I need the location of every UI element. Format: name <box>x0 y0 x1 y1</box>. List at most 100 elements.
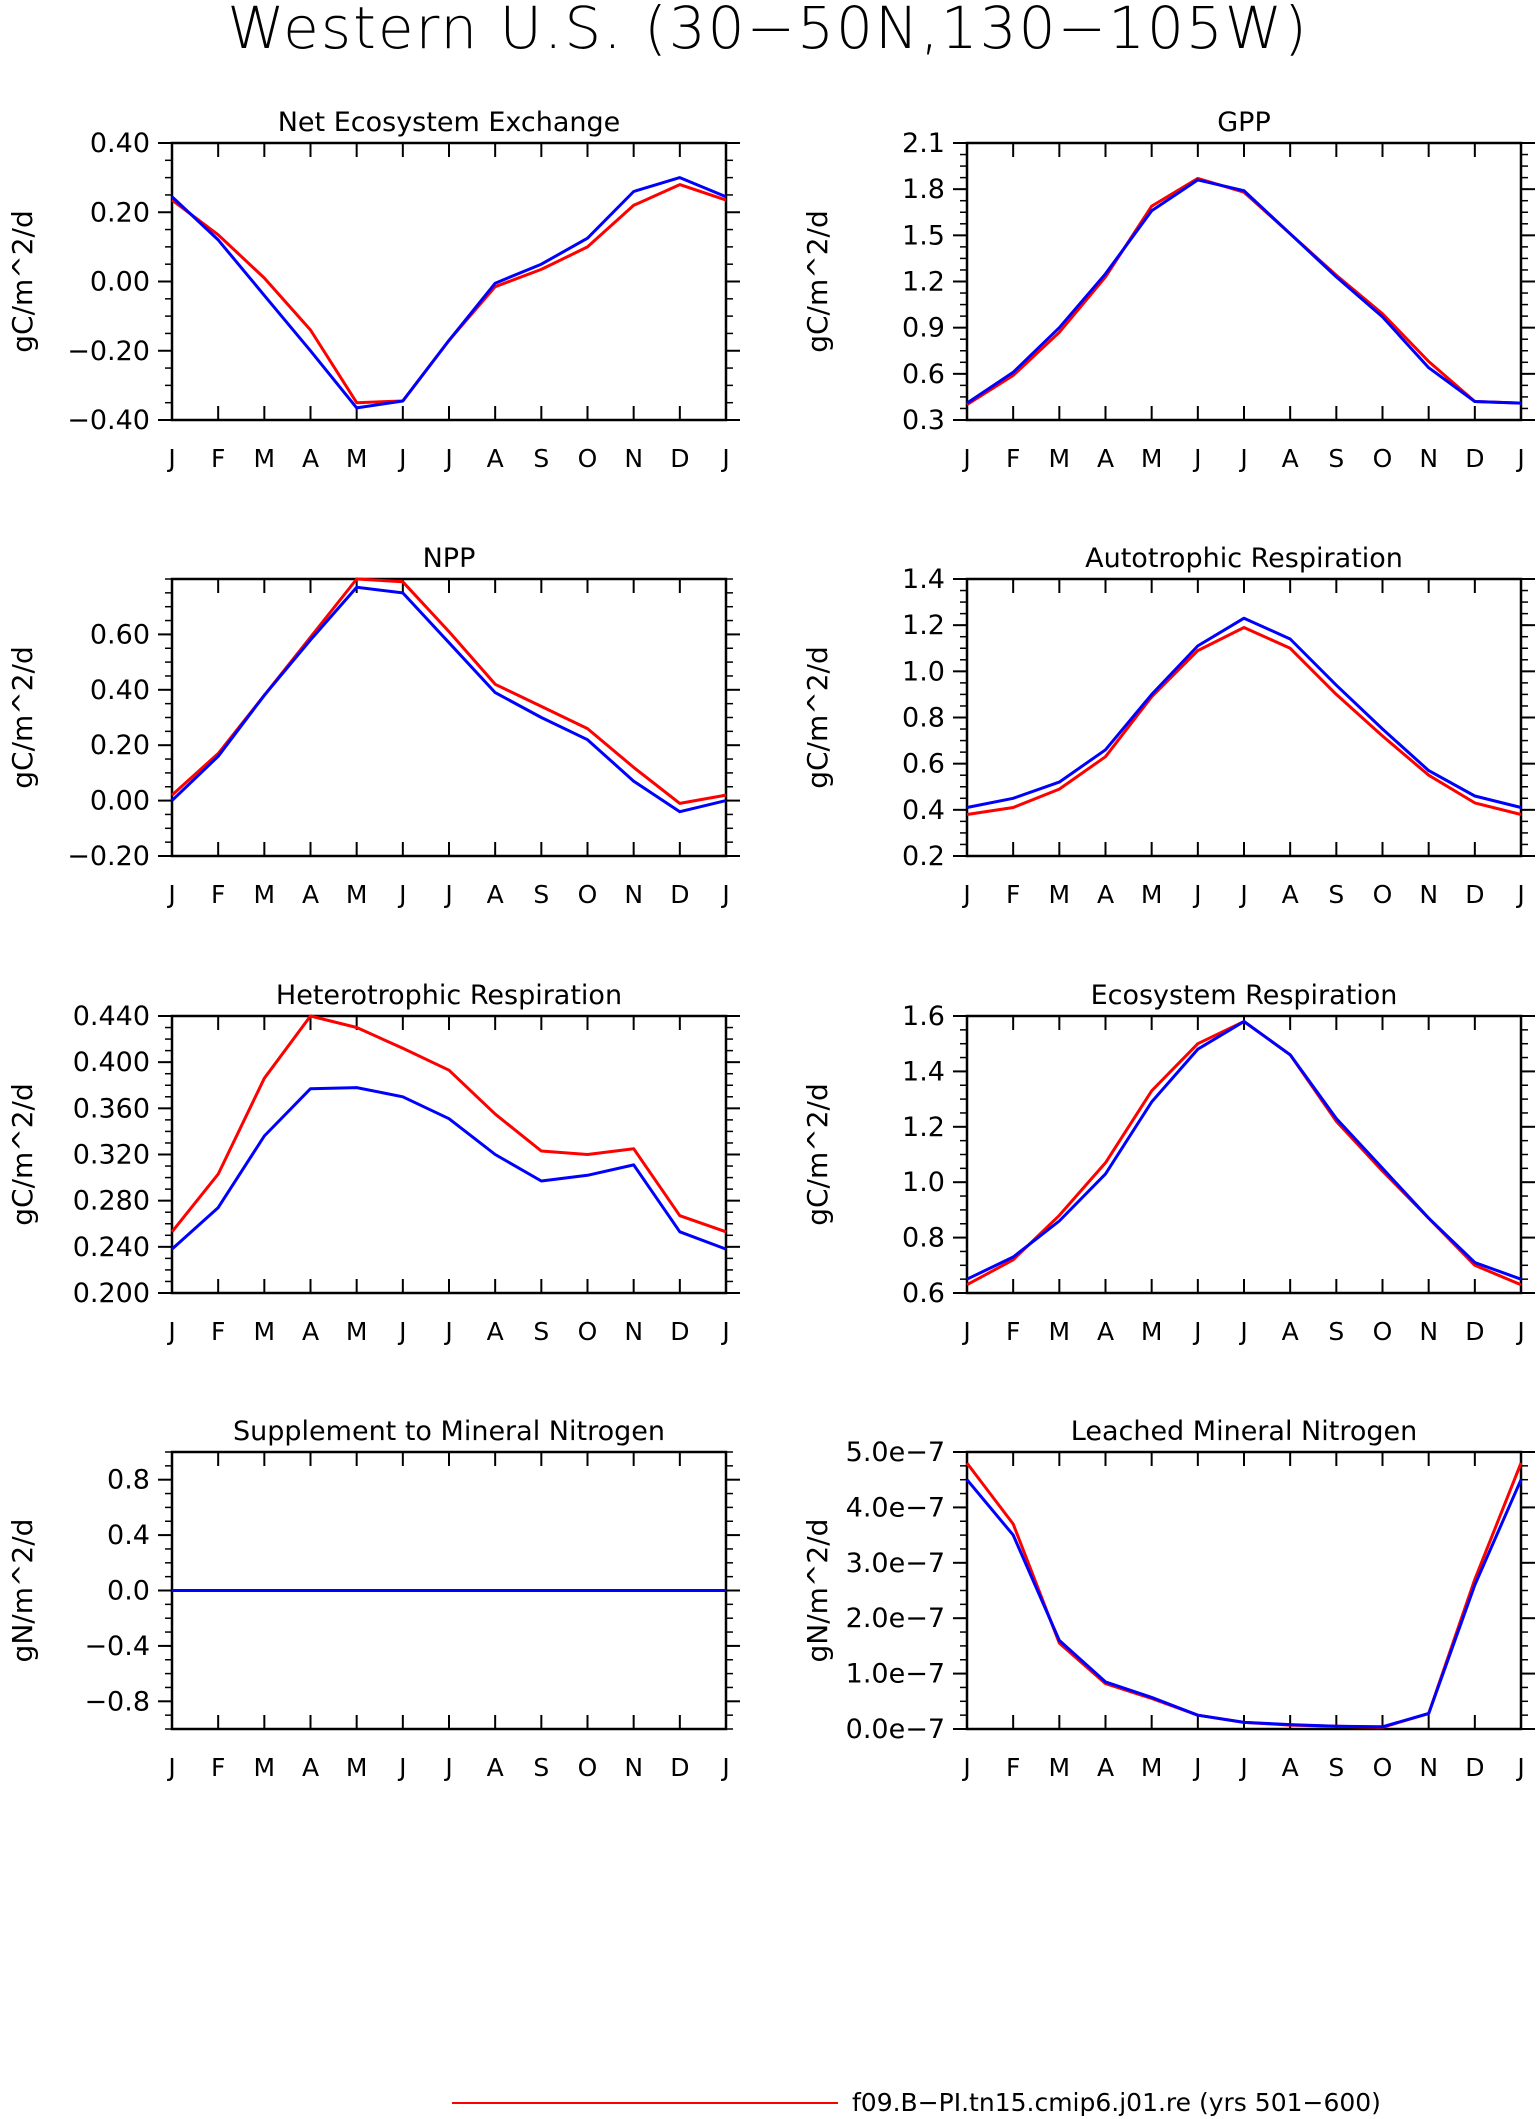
y-tick-label: 0.9 <box>902 313 945 344</box>
x-tick-label: J <box>443 1753 452 1782</box>
series-line-blue <box>170 585 727 814</box>
x-tick-label: D <box>670 444 689 473</box>
x-tick-label: N <box>1419 1317 1438 1346</box>
x-tick-label: J <box>1192 880 1201 909</box>
y-axis-label: gN/m^2/d <box>6 1519 39 1663</box>
y-tick-label: 0.0 <box>107 1576 150 1607</box>
x-tick-label: A <box>1097 880 1114 909</box>
x-tick-label: S <box>533 880 549 909</box>
y-tick-label: 0.60 <box>90 619 150 650</box>
x-tick-label: J <box>720 880 729 909</box>
x-tick-label: J <box>397 880 406 909</box>
y-tick-label: 0.20 <box>90 197 150 228</box>
x-tick-label: M <box>1049 880 1071 909</box>
y-tick-label: 2.0e−7 <box>846 1603 945 1634</box>
series-line-red <box>966 626 1522 816</box>
x-tick-label: F <box>211 1753 225 1782</box>
y-tick-label: 0.6 <box>902 359 945 390</box>
x-tick-label: O <box>578 880 598 909</box>
y-tick-label: 1.6 <box>902 1001 945 1032</box>
x-tick-label: N <box>1419 880 1438 909</box>
x-tick-label: J <box>961 880 970 909</box>
x-tick-label: J <box>961 1753 970 1782</box>
x-tick-label: S <box>1328 1317 1344 1346</box>
x-tick-label: A <box>487 444 504 473</box>
y-tick-label: 0.440 <box>73 1001 150 1032</box>
chart-panel-2: J F M A M J J A S O N D J0.30.60.91.21.51.82.1GPPgC/… <box>801 107 1535 473</box>
y-tick-label: 0.360 <box>73 1093 150 1124</box>
x-tick-label: M <box>346 444 368 473</box>
y-tick-label: 0.00 <box>90 786 150 817</box>
x-tick-label: J <box>1515 1317 1524 1346</box>
x-tick-label: S <box>1328 444 1344 473</box>
x-tick-label: J <box>166 880 175 909</box>
chart-title: Leached Mineral Nitrogen <box>1071 1416 1417 1447</box>
x-tick-label: D <box>1465 1753 1484 1782</box>
series-line-blue <box>965 1478 1523 1729</box>
x-tick-label: O <box>578 1317 598 1346</box>
x-tick-label: S <box>533 444 549 473</box>
series-line-blue <box>966 1020 1522 1281</box>
x-tick-label: A <box>1282 1753 1299 1782</box>
y-tick-label: −0.20 <box>67 336 150 367</box>
y-axis-label: gC/m^2/d <box>6 1083 39 1226</box>
x-tick-label: M <box>346 880 368 909</box>
x-tick-label: O <box>578 444 598 473</box>
chart-title: Net Ecosystem Exchange <box>278 107 621 138</box>
y-tick-label: 0.8 <box>902 703 945 734</box>
x-tick-label: J <box>443 1317 452 1346</box>
x-tick-label: N <box>1419 444 1438 473</box>
x-tick-label: O <box>1373 444 1393 473</box>
series-line-red <box>170 1014 727 1234</box>
x-tick-label: M <box>254 880 276 909</box>
x-tick-label: S <box>533 1753 549 1782</box>
series-line-blue <box>170 1086 727 1251</box>
series-line-red <box>170 577 727 805</box>
x-tick-label: M <box>254 1753 276 1782</box>
x-tick-label: J <box>720 1753 729 1782</box>
x-tick-label: S <box>533 1317 549 1346</box>
x-tick-label: N <box>624 444 643 473</box>
plot-frame <box>170 1014 728 1295</box>
y-tick-label: 0.8 <box>107 1465 150 1496</box>
x-tick-label: O <box>1373 1753 1393 1782</box>
series-line-blue <box>966 616 1522 809</box>
chart-panel-8: J F M A M J J A S O N D J0.0e−71.0e−72.0e−73.0e−74.0… <box>801 1416 1535 1782</box>
y-tick-label: −0.8 <box>84 1686 150 1717</box>
plot-frame <box>965 141 1523 422</box>
x-tick-label: F <box>1006 1317 1020 1346</box>
x-tick-label: A <box>302 1753 319 1782</box>
x-tick-label: F <box>1006 444 1020 473</box>
y-axis-label: gC/m^2/d <box>801 210 834 353</box>
x-tick-label: J <box>1192 1317 1201 1346</box>
y-tick-label: 0.200 <box>73 1278 150 1309</box>
chart-panel-3: J F M A M J J A S O N D J−0.200.000.200.400.60NPPgC/… <box>6 543 740 909</box>
x-tick-label: N <box>624 1317 643 1346</box>
x-tick-label: A <box>302 1317 319 1346</box>
y-tick-label: 5.0e−7 <box>846 1437 945 1468</box>
x-tick-label: M <box>1141 1753 1163 1782</box>
x-tick-label: J <box>961 444 970 473</box>
series-line-red <box>966 1020 1522 1287</box>
x-tick-label: J <box>397 1317 406 1346</box>
plot-frame <box>170 141 728 422</box>
chart-title: Heterotrophic Respiration <box>276 980 622 1011</box>
x-tick-label: J <box>397 1753 406 1782</box>
y-axis-label: gC/m^2/d <box>801 646 834 789</box>
x-tick-label: D <box>670 880 689 909</box>
x-tick-label: N <box>1419 1753 1438 1782</box>
x-tick-label: A <box>487 1753 504 1782</box>
y-tick-label: 1.0 <box>902 1167 945 1198</box>
x-tick-label: F <box>211 880 225 909</box>
y-tick-label: 1.2 <box>902 267 945 298</box>
x-tick-label: J <box>166 1317 175 1346</box>
x-tick-label: M <box>1049 1753 1071 1782</box>
y-tick-label: 1.2 <box>902 1112 945 1143</box>
y-tick-label: 1.4 <box>902 564 945 595</box>
y-tick-label: 0.6 <box>902 1278 945 1309</box>
chart-title: Ecosystem Respiration <box>1091 980 1398 1011</box>
y-tick-label: 1.2 <box>902 610 945 641</box>
